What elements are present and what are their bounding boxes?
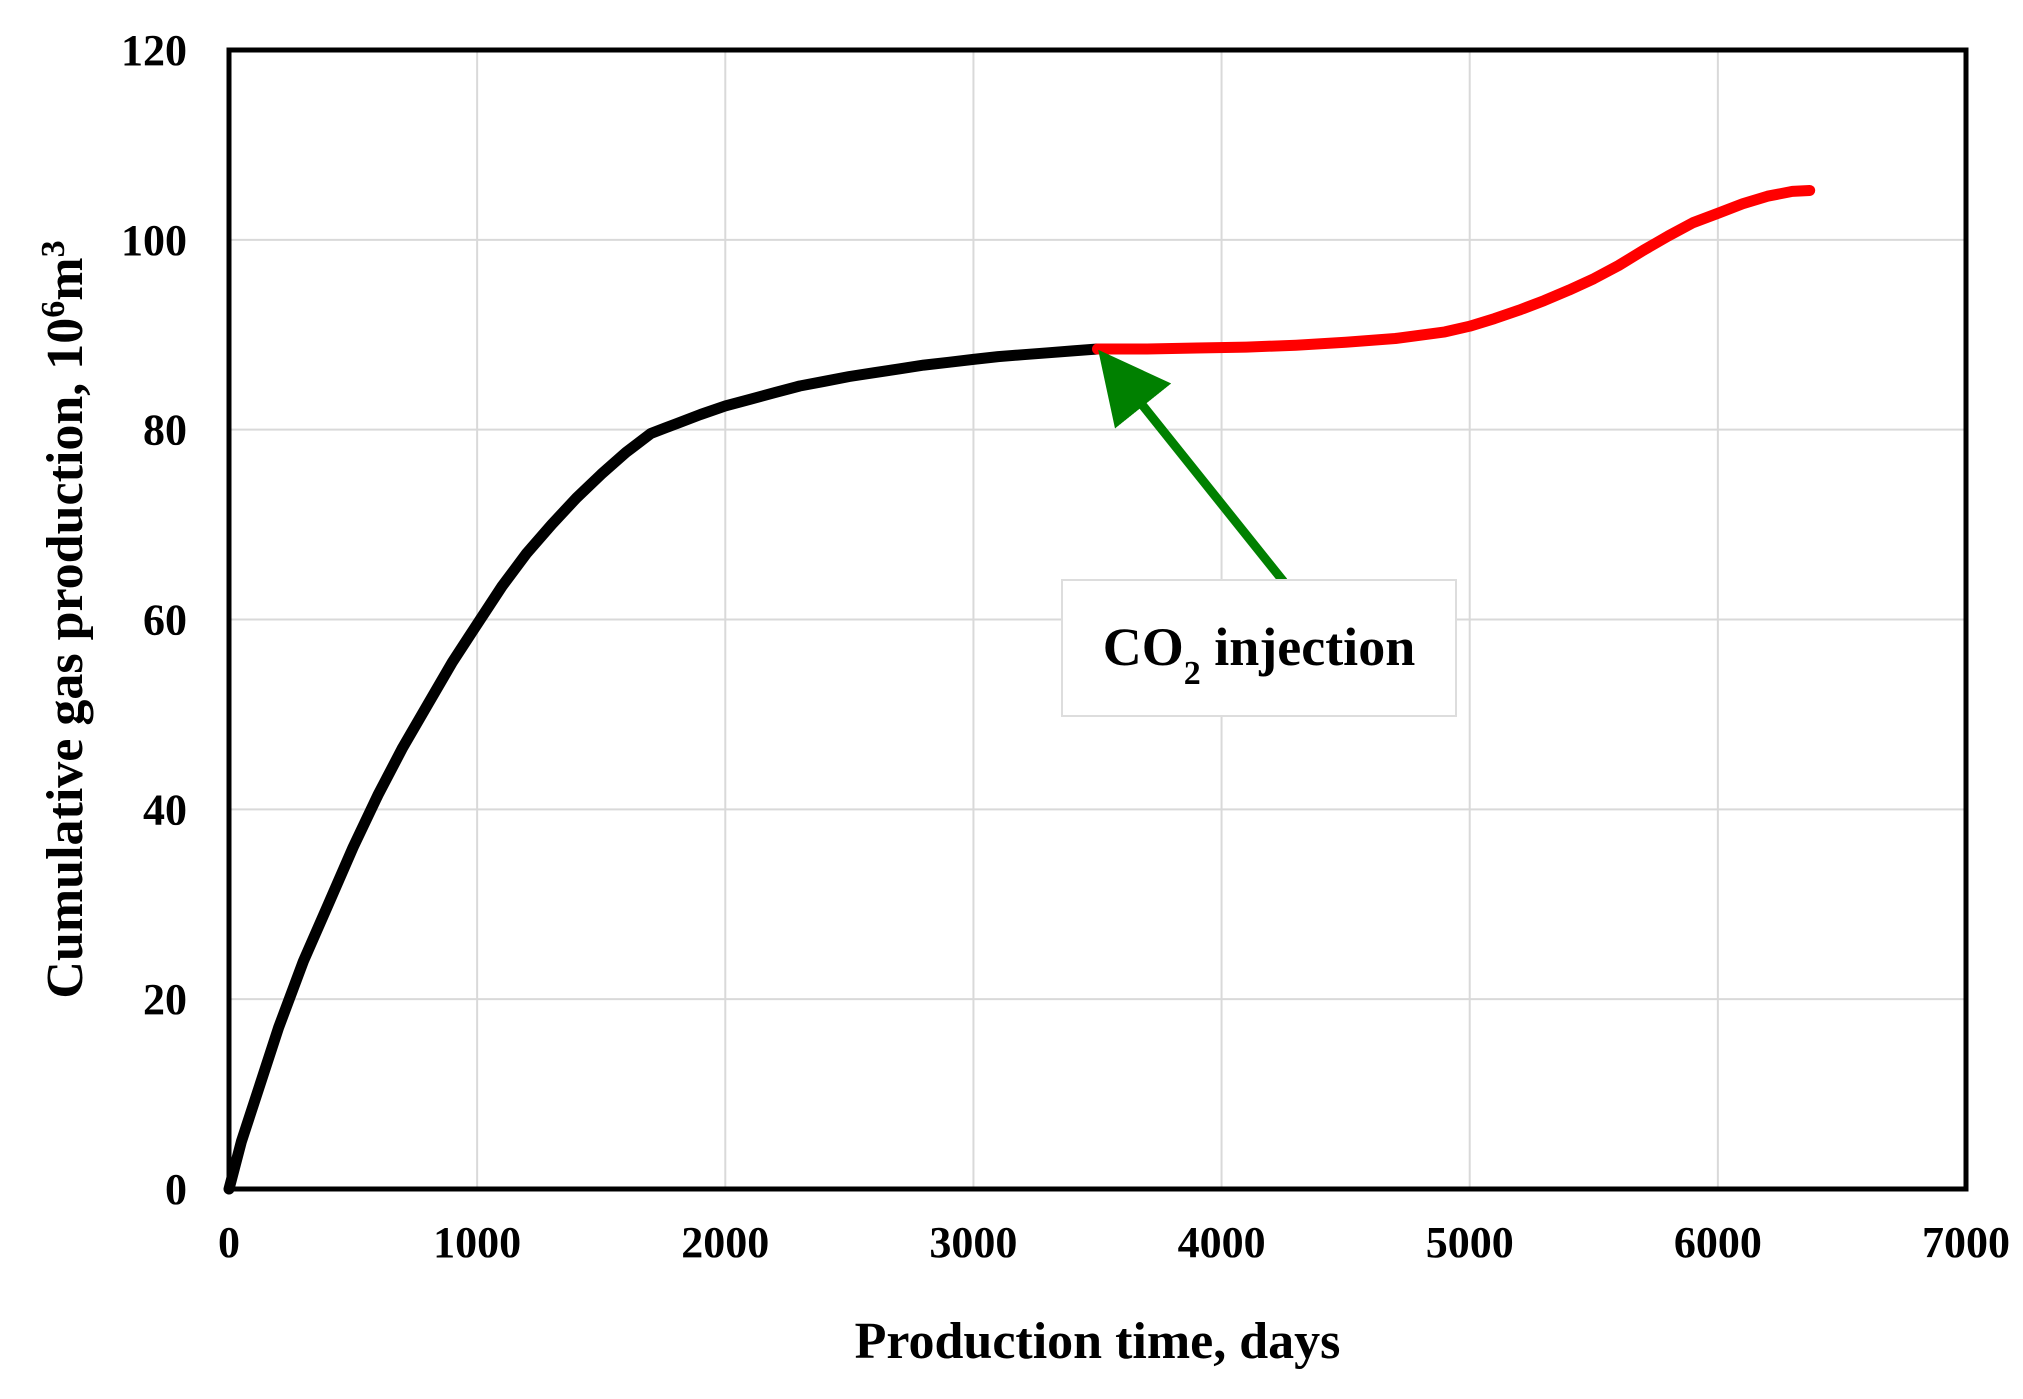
- y-tick-label: 80: [143, 406, 187, 455]
- y-tick-label: 40: [143, 785, 187, 834]
- series-lines: [223, 185, 1816, 1195]
- x-tick-label: 0: [218, 1218, 240, 1267]
- x-tick-labels: 0 1000 2000 3000 4000 5000 6000 7000: [218, 1218, 2010, 1267]
- annotation-text-sub: 2: [1184, 655, 1201, 692]
- x-tick-label: 1000: [433, 1218, 521, 1267]
- y-tick-labels: 0 20 40 60 80 100 120: [121, 26, 187, 1214]
- annotation-text-main: CO: [1103, 617, 1184, 677]
- y-tick-label: 120: [121, 26, 187, 75]
- y-tick-label: 20: [143, 975, 187, 1024]
- x-tick-label: 5000: [1426, 1218, 1514, 1267]
- y-tick-label: 60: [143, 596, 187, 645]
- x-tick-label: 7000: [1922, 1218, 2010, 1267]
- annotation-label: CO2 injection: [1103, 617, 1415, 692]
- y-axis-label-unit-sup: 3: [35, 240, 72, 257]
- y-tick-label: 100: [121, 216, 187, 265]
- y-axis-label: Cumulative gas production, 106m3: [35, 240, 95, 998]
- annotation-box: [1061, 579, 1457, 717]
- series-line-1: [223, 343, 1103, 1195]
- annotation-text-rest: injection: [1201, 617, 1415, 677]
- plot-frame: [226, 47, 1969, 1192]
- x-tick-label: 6000: [1674, 1218, 1762, 1267]
- x-tick-label: 2000: [681, 1218, 769, 1267]
- y-axis-label-main: Cumulative gas production, 10: [37, 318, 94, 999]
- annotation-arrow: [1098, 349, 1288, 585]
- y-tick-label: 0: [165, 1165, 187, 1214]
- x-tick-label: 3000: [929, 1218, 1017, 1267]
- y-axis-label-sup: 6: [35, 301, 72, 318]
- series-line-2: [1092, 185, 1816, 355]
- y-axis-label-unit: m: [37, 257, 94, 300]
- x-axis-label: Production time, days: [855, 1313, 1341, 1370]
- x-tick-label: 4000: [1178, 1218, 1266, 1267]
